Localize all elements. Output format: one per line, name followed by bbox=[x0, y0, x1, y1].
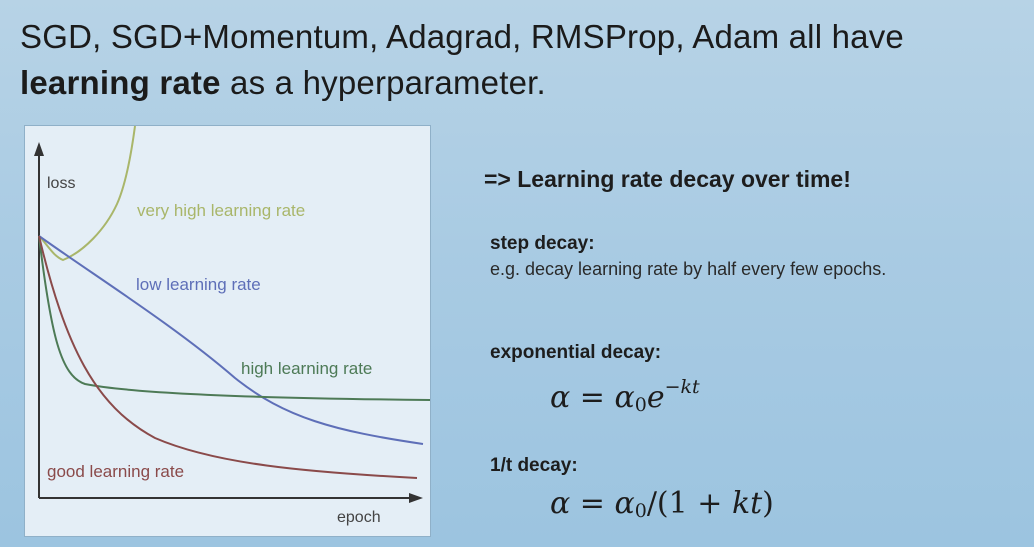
curve-low bbox=[38, 235, 424, 445]
y-axis-arrow bbox=[34, 142, 44, 156]
exponential-decay-formula: α = α0e−kt bbox=[550, 376, 700, 416]
title-bold-term: learning rate bbox=[20, 64, 221, 101]
x-axis-arrow bbox=[409, 493, 423, 503]
slide-title: SGD, SGD+Momentum, Adagrad, RMSProp, Ada… bbox=[20, 14, 1020, 106]
curve-high bbox=[38, 235, 430, 401]
inverse-time-decay-formula: α = α0/(1 + kt) bbox=[550, 486, 774, 522]
title-line-2: learning rate as a hyperparameter. bbox=[20, 60, 1020, 106]
label-high: high learning rate bbox=[241, 359, 372, 378]
loss-curve-diagram: loss epoch very high learning rate low l… bbox=[24, 125, 431, 537]
title-line-1: SGD, SGD+Momentum, Adagrad, RMSProp, Ada… bbox=[20, 18, 904, 55]
label-low: low learning rate bbox=[136, 275, 261, 294]
label-good: good learning rate bbox=[47, 462, 184, 481]
label-very-high: very high learning rate bbox=[137, 201, 305, 220]
title-rest: as a hyperparameter. bbox=[220, 64, 546, 101]
decay-headline: => Learning rate decay over time! bbox=[484, 166, 851, 192]
loss-curve-svg: loss epoch very high learning rate low l… bbox=[34, 126, 430, 526]
x-axis-label: epoch bbox=[337, 509, 381, 526]
curve-good bbox=[38, 235, 418, 479]
curve-very-high bbox=[38, 126, 136, 262]
inverse-time-decay-title: 1/t decay: bbox=[490, 455, 578, 476]
step-decay-desc: e.g. decay learning rate by half every f… bbox=[490, 259, 887, 279]
step-decay-title: step decay: bbox=[490, 233, 595, 254]
exponential-decay-title: exponential decay: bbox=[490, 342, 662, 363]
y-axis-label: loss bbox=[47, 175, 75, 192]
